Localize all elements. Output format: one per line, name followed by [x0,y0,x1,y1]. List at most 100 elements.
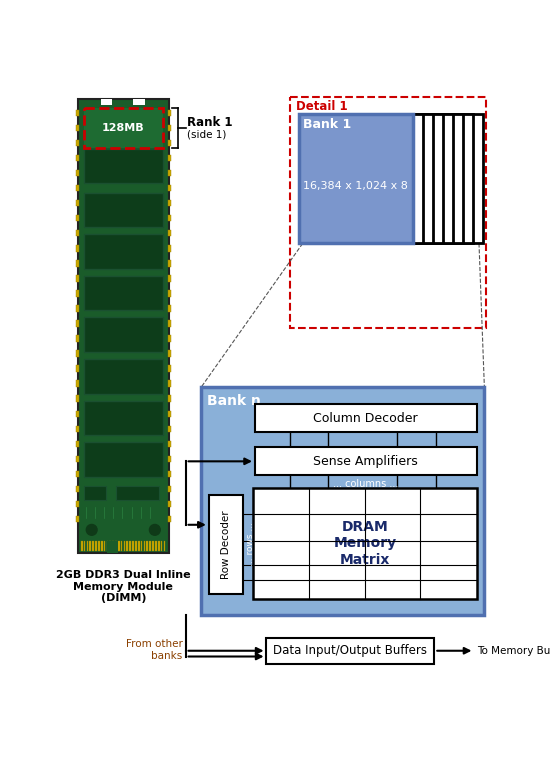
Text: Data Input/Output Buffers: Data Input/Output Buffers [273,644,427,657]
Bar [75,140,79,146]
Bar [290,97,486,328]
Bar [107,540,108,551]
Bar [168,425,171,432]
Bar [75,365,79,371]
Bar [168,155,171,161]
Text: DRAM
Memory
Matrix: DRAM Memory Matrix [333,520,397,566]
Text: (side 1): (side 1) [187,129,227,139]
Bar [168,350,171,356]
Bar [149,540,151,551]
Bar [168,305,171,312]
Bar [309,114,423,243]
Bar [84,359,163,393]
Bar [75,246,79,252]
Bar [75,396,79,402]
Circle shape [150,525,160,535]
Bar [168,290,171,296]
Bar [75,411,79,417]
Bar [112,540,114,551]
Text: 2GB DDR3 Dual Inline
Memory Module
(DIMM): 2GB DDR3 Dual Inline Memory Module (DIMM… [56,570,190,603]
Bar [168,456,171,462]
Bar [168,471,171,477]
Bar [161,540,162,551]
Bar [84,276,163,311]
Text: Bank 5: Bank 5 [342,117,380,127]
Bar [168,321,171,327]
Bar [75,456,79,462]
Bar [84,540,85,551]
Bar [168,336,171,342]
Bar [155,540,157,551]
Bar [168,246,171,252]
Bar [209,495,243,594]
Text: Bank 3: Bank 3 [322,117,360,127]
Text: To Memory Bus: To Memory Bus [477,646,550,656]
Bar [135,540,137,551]
Bar [168,200,171,206]
Bar [84,442,163,477]
Text: Bank 4: Bank 4 [332,117,370,127]
Bar [329,114,443,243]
Bar [126,540,128,551]
Bar [158,540,160,551]
Bar [124,540,125,551]
Bar [168,500,171,507]
Bar [75,336,79,342]
Bar [369,114,483,243]
Bar [168,125,171,131]
Circle shape [86,525,97,535]
Bar [75,155,79,161]
Text: Bank 6: Bank 6 [352,117,389,127]
Bar [84,149,163,183]
Bar [84,193,163,227]
Bar [121,540,123,551]
Bar [115,540,117,551]
Bar [75,110,79,117]
Bar [168,381,171,387]
Bar [75,350,79,356]
Bar [95,540,97,551]
Bar [75,471,79,477]
Bar [349,114,463,243]
Bar [254,487,477,599]
Bar [146,540,148,551]
Bar [92,540,94,551]
Bar [299,114,413,243]
Bar [75,305,79,312]
Text: Column Decoder: Column Decoder [314,412,418,424]
Bar [168,440,171,446]
Bar [75,275,79,281]
Bar [168,411,171,417]
Bar [168,486,171,492]
Bar [75,486,79,492]
Bar [339,114,453,243]
Bar [75,500,79,507]
Bar [118,540,120,551]
Bar [75,185,79,192]
Bar [163,540,165,551]
Text: Bank 1: Bank 1 [302,118,351,131]
Text: Rank 1: Rank 1 [187,116,233,129]
Bar [84,108,163,148]
Bar [201,387,485,615]
Bar [75,215,79,221]
Text: Bank 8: Bank 8 [372,117,410,127]
Bar [141,540,142,551]
Bar [168,110,171,117]
Bar [90,540,91,551]
Bar [168,515,171,522]
Bar [168,215,171,221]
Bar [267,637,434,664]
Bar [117,486,159,500]
Bar [132,540,134,551]
Text: 16,384 x 1,024 x 8: 16,384 x 1,024 x 8 [304,181,408,192]
Bar [168,140,171,146]
Bar [98,540,100,551]
Bar [255,447,477,475]
Bar [109,540,111,551]
Bar [75,125,79,131]
Bar [168,365,171,371]
Bar [75,381,79,387]
Bar [84,486,106,500]
Bar [104,540,106,551]
